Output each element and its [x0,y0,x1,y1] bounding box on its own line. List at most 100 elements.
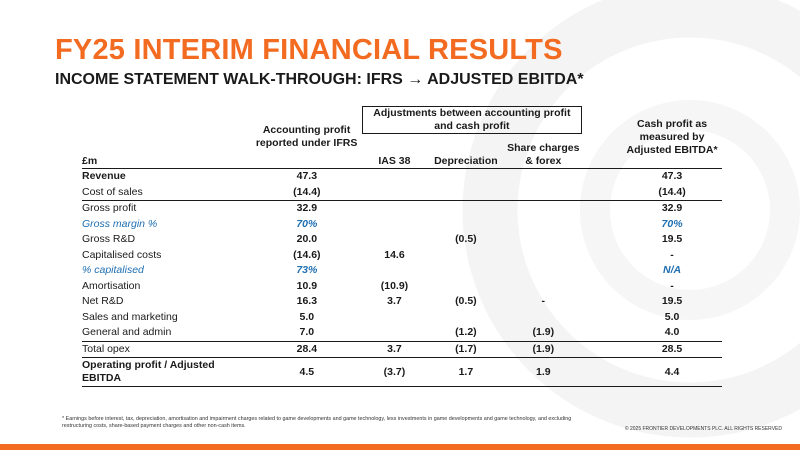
table-subheader-row: IAS 38 Depreciation Share charges & fore… [82,134,722,169]
header-depreciation: Depreciation [434,155,498,167]
cell-ifrs: (14.4) [293,185,321,198]
table-row: General and admin 7.0 (1.2) (1.9) 4.0 [82,325,722,341]
cell-cash: 4.4 [622,357,722,387]
page-subtitle: INCOME STATEMENT WALK-THROUGH: IFRS → AD… [55,71,584,88]
table-row: Gross profit 32.9 32.9 [82,200,722,217]
cell-ias38: 14.6 [384,248,405,261]
cell-depreciation: (0.5) [455,233,477,246]
cell-depreciation [426,200,505,217]
cell-cash: 19.5 [661,295,683,308]
header-label: £m [82,155,98,167]
cell-share [504,200,582,217]
cell-cash: N/A [663,264,682,277]
cell-ifrs: 4.5 [251,357,363,387]
cell-share [505,232,582,248]
cell-spacer [581,340,623,358]
cell-ifrs: 70% [296,217,318,230]
cell-ias38: 3.7 [387,295,402,308]
cell-ias38: (10.9) [380,279,409,292]
header-spacer [582,107,622,169]
table-row: Net R&D 16.3 3.7 (0.5) - 19.5 [82,294,722,310]
cell-ifrs: 10.9 [296,279,318,292]
cell-ifrs: 20.0 [296,233,318,246]
cell-ias38: 3.7 [362,340,427,358]
row-label: Gross R&D [82,233,136,246]
cell-depreciation [427,185,505,201]
table-header-row: £m Accounting profit reported under IFRS… [82,106,722,167]
cell-ifrs: 7.0 [299,326,315,339]
cell-ifrs: 47.3 [296,170,318,183]
cell-ias38 [362,325,427,341]
row-label: General and admin [82,326,172,339]
cell-spacer [582,232,622,248]
cell-share [505,217,582,233]
cell-spacer [582,185,622,201]
table-row: % capitalised 73% N/A [82,263,722,279]
cell-cash: 5.0 [664,310,680,323]
cell-depreciation [427,217,505,233]
cell-cash: 70% [661,217,683,230]
cell-share [505,248,582,264]
cell-depreciation: (0.5) [455,295,477,308]
cell-share: (1.9) [532,326,555,339]
row-label: Gross margin % [82,217,158,230]
table-row: Cost of sales (14.4) (14.4) [82,185,722,201]
table-row: Operating profit / Adjusted EBITDA 4.5 (… [82,357,722,387]
cell-share [505,310,582,326]
cell-ias38 [362,232,427,248]
cell-ifrs: 73% [296,264,318,277]
table-row: Total opex 28.4 3.7 (1.7) (1.9) 28.5 [82,340,722,358]
cell-spacer [582,325,622,341]
cell-depreciation [427,279,505,295]
cell-share: (1.9) [504,340,582,358]
cell-ias38 [362,185,427,201]
cell-depreciation [427,169,505,185]
cell-ifrs: 16.3 [296,295,318,308]
cell-cash: 4.0 [664,326,680,339]
cell-cash: 47.3 [661,170,683,183]
row-label: Amortisation [82,279,141,292]
cell-ias38 [362,169,427,185]
cell-share [505,279,582,295]
bottom-accent-bar [0,444,800,450]
row-label: Net R&D [82,295,124,308]
cell-share [505,185,582,201]
cell-ias38 [362,310,427,326]
row-label: Revenue [82,170,126,183]
cell-ias38 [362,200,427,217]
row-label: Sales and marketing [82,310,178,323]
cell-cash: (14.4) [658,185,686,198]
cell-depreciation: 1.7 [426,357,505,387]
cell-depreciation [427,310,505,326]
cell-spacer [581,200,623,217]
cell-spacer [582,279,622,295]
cell-spacer [582,217,622,233]
row-label: Capitalised costs [82,248,162,261]
cell-ifrs: 32.9 [251,200,363,217]
cell-spacer [582,310,622,326]
row-label: Total opex [82,340,252,358]
row-label: % capitalised [82,264,144,277]
cell-spacer [582,294,622,310]
row-label: Operating profit / Adjusted EBITDA [82,357,252,387]
row-label: Cost of sales [82,185,143,198]
cell-spacer [582,263,622,279]
header-adjustments-group: Adjustments between accounting profit an… [361,106,583,134]
cell-share [505,169,582,185]
cell-ifrs: 28.4 [251,340,363,358]
page-title: FY25 INTERIM FINANCIAL RESULTS [55,34,563,66]
table-row: Capitalised costs (14.6) 14.6 - [82,248,722,264]
cell-cash: 19.5 [661,233,683,246]
header-ias38: IAS 38 [378,155,411,167]
header-share-charges: Share charges & forex [507,142,580,167]
cell-cash: - [670,279,674,292]
copyright-notice: © 2025 FRONTIER DEVELOPMENTS PLC. ALL RI… [624,426,782,432]
table-row: Sales and marketing 5.0 5.0 [82,310,722,326]
header-cash-profit: Cash profit as measured by Adjusted EBIT… [626,117,718,156]
cell-spacer [581,357,623,387]
cell-ias38 [362,263,427,279]
cell-cash: 32.9 [622,200,722,217]
cell-cash: 28.5 [622,340,722,358]
header-ifrs: Accounting profit reported under IFRS [255,124,358,150]
cell-ifrs: (14.6) [293,248,321,261]
